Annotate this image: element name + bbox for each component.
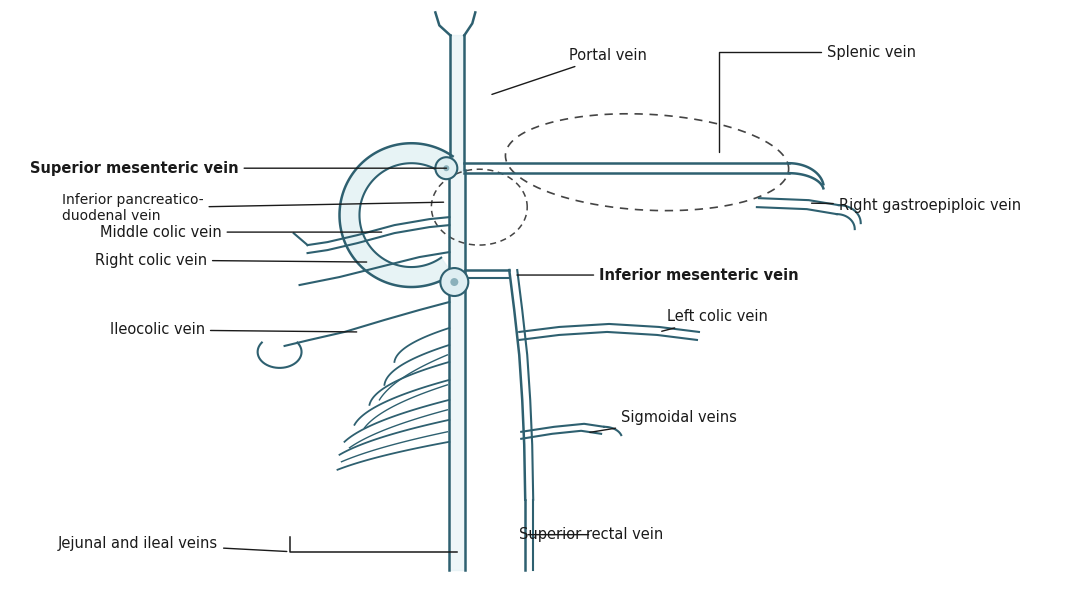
Text: Ileocolic vein: Ileocolic vein bbox=[110, 322, 357, 337]
Circle shape bbox=[440, 268, 468, 296]
Text: Right colic vein: Right colic vein bbox=[95, 253, 366, 268]
Text: Portal vein: Portal vein bbox=[492, 48, 647, 94]
Text: Inferior mesenteric vein: Inferior mesenteric vein bbox=[517, 268, 799, 283]
Circle shape bbox=[443, 165, 450, 171]
Text: Sigmoidal veins: Sigmoidal veins bbox=[590, 410, 737, 433]
Text: Superior mesenteric vein: Superior mesenteric vein bbox=[30, 161, 447, 176]
Text: Splenic vein: Splenic vein bbox=[719, 45, 916, 152]
Text: Right gastroepiploic vein: Right gastroepiploic vein bbox=[812, 197, 1021, 212]
Circle shape bbox=[435, 157, 457, 179]
Circle shape bbox=[450, 278, 458, 286]
Text: Jejunal and ileal veins: Jejunal and ileal veins bbox=[58, 536, 287, 551]
Text: Superior rectal vein: Superior rectal vein bbox=[519, 527, 663, 542]
Polygon shape bbox=[340, 143, 453, 287]
Text: Left colic vein: Left colic vein bbox=[662, 310, 768, 331]
Text: Middle colic vein: Middle colic vein bbox=[100, 224, 381, 239]
Text: Inferior pancreatico-
duodenal vein: Inferior pancreatico- duodenal vein bbox=[62, 193, 443, 223]
